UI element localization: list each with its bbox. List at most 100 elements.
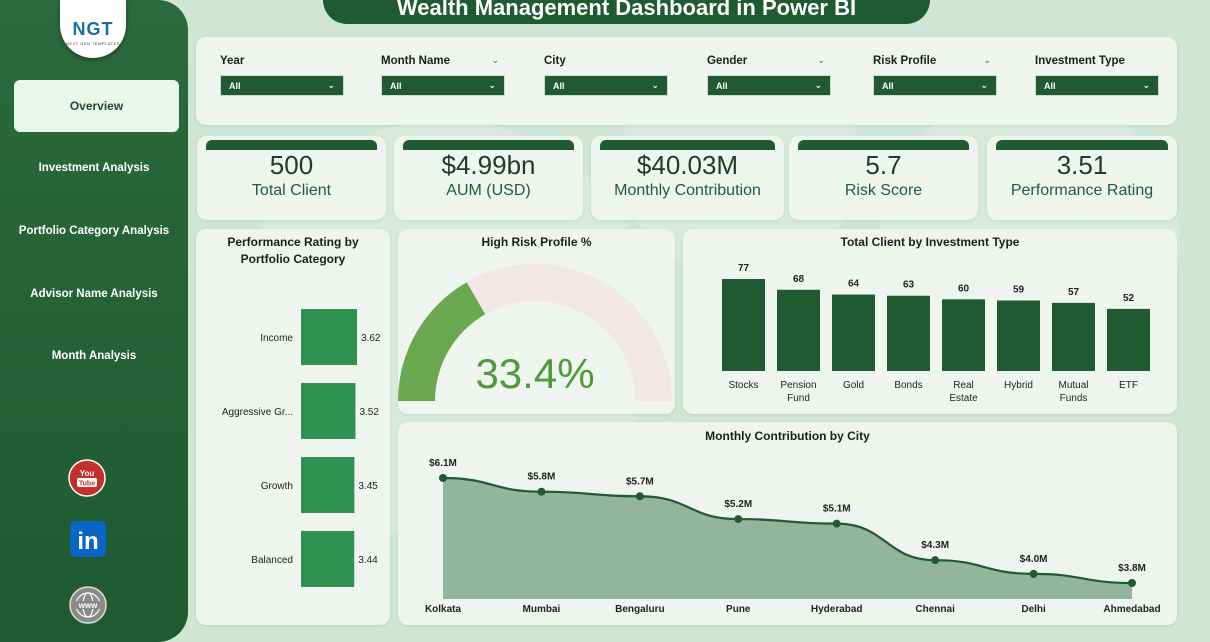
filter-value: All [1044, 80, 1056, 91]
chevron-down-icon: ⌄ [651, 80, 659, 90]
category-label: Hybrid [1004, 380, 1033, 391]
chart-title: Total Client by Investment Type [840, 235, 1020, 249]
kpi-accent [996, 140, 1168, 150]
data-label: 57 [1068, 287, 1080, 298]
logo-subtitle: NEXT GEN TEMPLATES [66, 40, 120, 46]
performance-rating-chart: Income 3.62 Aggressive Gr... 3.52 Growth 3.45… [222, 309, 381, 587]
category-label: Growth [261, 481, 293, 492]
data-label: 64 [848, 279, 860, 290]
chevron-down-icon[interactable]: ⌄ [491, 55, 499, 65]
filter-investment-type: Investment Type All ⌄ [1035, 55, 1159, 96]
svg-text:in: in [77, 528, 98, 555]
kpi-accent [403, 140, 574, 150]
kpi-value: $4.99bn [441, 150, 536, 180]
filter-value: All [882, 80, 894, 91]
filter-value: All [553, 80, 565, 91]
globe-icon[interactable]: www [69, 586, 107, 624]
gauge-fill [398, 282, 486, 401]
investment-type-chart-card: Total Client by Investment Type 77 Stocks… [683, 229, 1177, 414]
kpi-performance-rating: 3.51 Performance Rating [987, 136, 1177, 220]
kpi-aum: $4.99bn AUM (USD) [394, 136, 583, 220]
kpi-label: Monthly Contribution [614, 182, 761, 199]
data-label: $5.7M [626, 476, 654, 487]
kpi-accent [600, 140, 775, 150]
bar [1052, 302, 1095, 371]
chevron-down-icon[interactable]: ⌄ [983, 55, 991, 65]
kpi-label: Performance Rating [1010, 182, 1154, 199]
filter-city: City All ⌄ [544, 55, 668, 96]
gauge-value: 33.4% [475, 350, 594, 397]
series-line [442, 476, 1133, 585]
category-label: Bonds [894, 380, 922, 391]
data-label: $5.8M [528, 472, 556, 483]
kpi-value: 3.51 [1056, 150, 1108, 180]
data-label: 52 [1123, 293, 1135, 304]
data-label: $5.1M [823, 504, 851, 515]
kpi-label: Total Client [251, 182, 332, 199]
data-label: 3.62 [361, 333, 381, 344]
data-label: 3.52 [359, 407, 379, 418]
x-tick-label: Mumbai [523, 604, 561, 615]
chevron-down-icon: ⌄ [814, 80, 822, 90]
data-label: $4.3M [921, 540, 949, 551]
bar [301, 457, 355, 513]
data-label: $4.0M [1020, 554, 1048, 565]
risk-profile-dropdown[interactable]: All ⌄ [873, 75, 997, 96]
chart-title: Monthly Contribution by City [705, 429, 870, 443]
data-label: $5.2M [724, 499, 752, 510]
gender-dropdown[interactable]: All ⌄ [707, 75, 831, 96]
city-dropdown[interactable]: All ⌄ [544, 75, 668, 96]
bar [832, 294, 875, 371]
investment-type-chart: 77 Stocks 68 Pension Fund 64 Gold 63 Bonds 60 Real… [722, 263, 1150, 404]
data-point [1029, 569, 1038, 578]
nav-item-portfolio-category-analysis[interactable]: Portfolio Category Analysis [18, 225, 170, 237]
filter-label: City [544, 55, 566, 67]
category-label: Mutual [1058, 380, 1088, 391]
svg-text:Tube: Tube [79, 481, 95, 488]
performance-rating-chart-card: Performance Rating by Portfolio Category… [196, 229, 390, 625]
chevron-down-icon[interactable]: ⌄ [817, 55, 825, 65]
filter-value: All [390, 80, 402, 91]
linkedin-icon[interactable]: in [69, 520, 107, 558]
month-name-dropdown[interactable]: All ⌄ [381, 75, 505, 96]
kpi-value: $40.03M [636, 150, 739, 180]
data-label: 77 [738, 263, 750, 274]
filter-value: All [716, 80, 728, 91]
nav-item-month-analysis[interactable]: Month Analysis [51, 350, 137, 362]
category-label: Balanced [251, 555, 293, 566]
category-label: Estate [949, 393, 978, 404]
kpi-accent [206, 140, 377, 150]
sidebar: NGT NEXT GEN TEMPLATES Overview Investme… [0, 0, 188, 642]
high-risk-gauge: 33.4% [398, 263, 672, 401]
year-dropdown[interactable]: All ⌄ [220, 75, 344, 96]
x-tick-label: Kolkata [425, 604, 462, 615]
youtube-icon[interactable]: You Tube [68, 459, 106, 497]
kpi-label: AUM (USD) [446, 182, 531, 199]
data-label: 3.44 [358, 555, 378, 566]
nav-item-advisor-name-analysis[interactable]: Advisor Name Analysis [30, 288, 158, 300]
category-label: ETF [1119, 380, 1138, 391]
area-fill [443, 478, 1132, 599]
nav-item-overview[interactable]: Overview [14, 80, 179, 132]
investment-type-dropdown[interactable]: All ⌄ [1035, 75, 1159, 96]
data-label: 63 [903, 280, 915, 291]
bar [301, 383, 356, 439]
category-label: Fund [787, 393, 810, 404]
data-point [439, 474, 447, 482]
kpi-accent [798, 140, 969, 150]
filter-month-name: Month Name ⌄ All ⌄ [381, 55, 505, 96]
category-label: Gold [843, 380, 864, 391]
logo: NGT NEXT GEN TEMPLATES [60, 0, 126, 58]
data-label: 68 [793, 274, 805, 285]
filter-year: Year All ⌄ [220, 55, 344, 96]
data-label: 59 [1013, 285, 1025, 296]
kpi-risk-score: 5.7 Risk Score [789, 136, 978, 220]
kpi-monthly-contribution: $40.03M Monthly Contribution [591, 136, 784, 220]
filter-label: Gender [707, 55, 748, 67]
chevron-down-icon: ⌄ [1142, 80, 1150, 90]
kpi-value: 500 [269, 150, 314, 180]
filter-label: Month Name [381, 55, 450, 67]
data-point [635, 492, 644, 501]
nav-item-investment-analysis[interactable]: Investment Analysis [38, 162, 150, 174]
x-tick-label: Hyderabad [811, 604, 863, 615]
